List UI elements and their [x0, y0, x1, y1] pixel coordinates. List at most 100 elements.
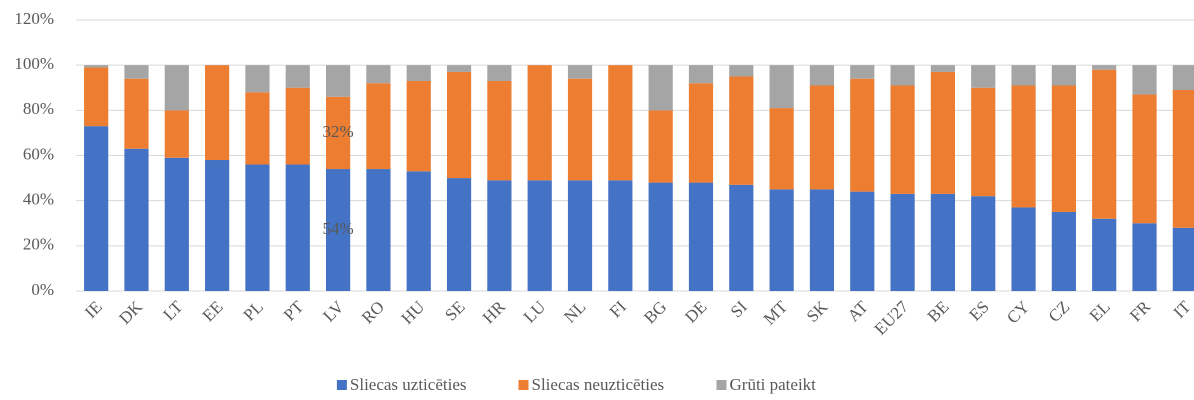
data-label: 54%: [323, 219, 354, 238]
bar-segment: [325, 169, 351, 291]
bar-segment: [205, 160, 230, 291]
bar-segment: [930, 65, 956, 72]
bar-segment: [930, 193, 956, 291]
legend-swatch: [518, 380, 529, 390]
bar-segment: [487, 180, 512, 291]
bar-segment: [769, 65, 794, 109]
legend-label: Grūti pateikt: [730, 375, 817, 394]
x-tick-label: PL: [240, 297, 267, 324]
bar-segment: [446, 65, 472, 72]
bar-segment: [1132, 223, 1157, 291]
x-tick-label: SI: [727, 297, 751, 321]
bar-segment: [164, 157, 189, 291]
bar-segment: [406, 65, 431, 81]
bar-segment: [688, 182, 714, 291]
x-tick-label: LT: [159, 297, 186, 324]
bar-segment: [648, 65, 673, 111]
bar-segment: [1132, 65, 1157, 95]
x-tick-label: SE: [441, 297, 468, 324]
x-tick-label: EL: [1086, 297, 1114, 325]
data-label: 32%: [323, 122, 354, 141]
bar-segment: [971, 87, 996, 197]
bar-segment: [1011, 207, 1036, 291]
bar-segment: [648, 110, 673, 183]
x-tick-label: PT: [280, 297, 308, 325]
x-tick-label: CY: [1003, 297, 1033, 327]
bar-segment: [164, 110, 189, 158]
bar-segment: [1051, 65, 1076, 86]
x-tick-label: RO: [358, 297, 388, 327]
bar-segment: [567, 78, 593, 181]
y-tick-label: 60%: [23, 144, 54, 163]
bar-segment: [850, 78, 875, 192]
x-tick-label: LV: [319, 297, 348, 326]
y-tick-label: 0%: [31, 280, 54, 299]
y-tick-label: 20%: [23, 235, 54, 254]
x-tick-label: CZ: [1045, 297, 1074, 326]
bar-segment: [608, 180, 633, 291]
bar-segment: [285, 65, 310, 88]
bar-segment: [487, 80, 512, 181]
x-tick-label: IT: [1170, 297, 1194, 322]
bar-segment: [124, 78, 149, 149]
y-tick-label: 100%: [14, 54, 54, 73]
bar-segment: [809, 65, 835, 86]
bar-segment: [608, 65, 633, 181]
bar-segment: [809, 85, 835, 190]
bar-segment: [285, 87, 310, 165]
bar-segment: [1172, 227, 1194, 291]
bar-segment: [971, 65, 996, 88]
bar-segment: [124, 148, 149, 291]
bar-segment: [325, 96, 351, 170]
bar-segment: [285, 164, 310, 291]
bar-segment: [1011, 85, 1036, 208]
bar-segment: [406, 80, 431, 172]
bar-segment: [366, 83, 391, 170]
bar-segment: [729, 184, 754, 291]
x-tick-label: LU: [520, 297, 549, 326]
x-tick-label: DE: [681, 297, 710, 326]
y-tick-label: 40%: [23, 190, 54, 209]
x-tick-label: DK: [115, 297, 146, 328]
bar-segment: [930, 71, 956, 194]
bar-segment: [245, 65, 270, 93]
x-tick-label: SK: [803, 297, 832, 326]
bar-segment: [769, 108, 794, 190]
bar-segment: [1051, 211, 1076, 291]
bar-segment: [1092, 65, 1117, 70]
bar-segment: [366, 169, 391, 291]
x-tick-label: FI: [606, 297, 630, 321]
x-tick-label: EU27: [871, 297, 913, 339]
legend-label: Sliecas neuzticēties: [532, 375, 665, 394]
x-tick-label: BG: [640, 297, 670, 327]
bar-segment: [84, 126, 109, 292]
bar-segment: [729, 76, 754, 185]
bar-segment: [688, 83, 714, 183]
x-tick-label: HR: [479, 297, 510, 328]
bar-segment: [850, 191, 875, 291]
bar-segment: [325, 65, 351, 97]
x-tick-label: EE: [199, 297, 227, 325]
bar-segment: [1092, 69, 1117, 219]
x-tick-label: AT: [844, 297, 873, 326]
x-tick-label: BE: [924, 297, 953, 326]
bar-segment: [366, 65, 391, 84]
legend-swatch: [716, 380, 727, 390]
bar-segment: [527, 65, 552, 181]
bar-segment: [84, 67, 109, 127]
bar-segment: [890, 85, 915, 194]
bar-segment: [527, 180, 552, 291]
bar-segment: [648, 182, 673, 291]
x-tick-label: HU: [398, 297, 429, 328]
bar-segment: [890, 193, 915, 291]
bar-segment: [124, 65, 149, 79]
bar-segment: [850, 65, 875, 79]
y-tick-label: 120%: [14, 9, 54, 28]
legend-swatch: [336, 380, 347, 390]
bar-segment: [1132, 94, 1157, 224]
bar-segment: [890, 65, 915, 86]
bar-segment: [567, 65, 593, 79]
bar-segment: [446, 178, 472, 291]
bar-segment: [809, 189, 835, 291]
